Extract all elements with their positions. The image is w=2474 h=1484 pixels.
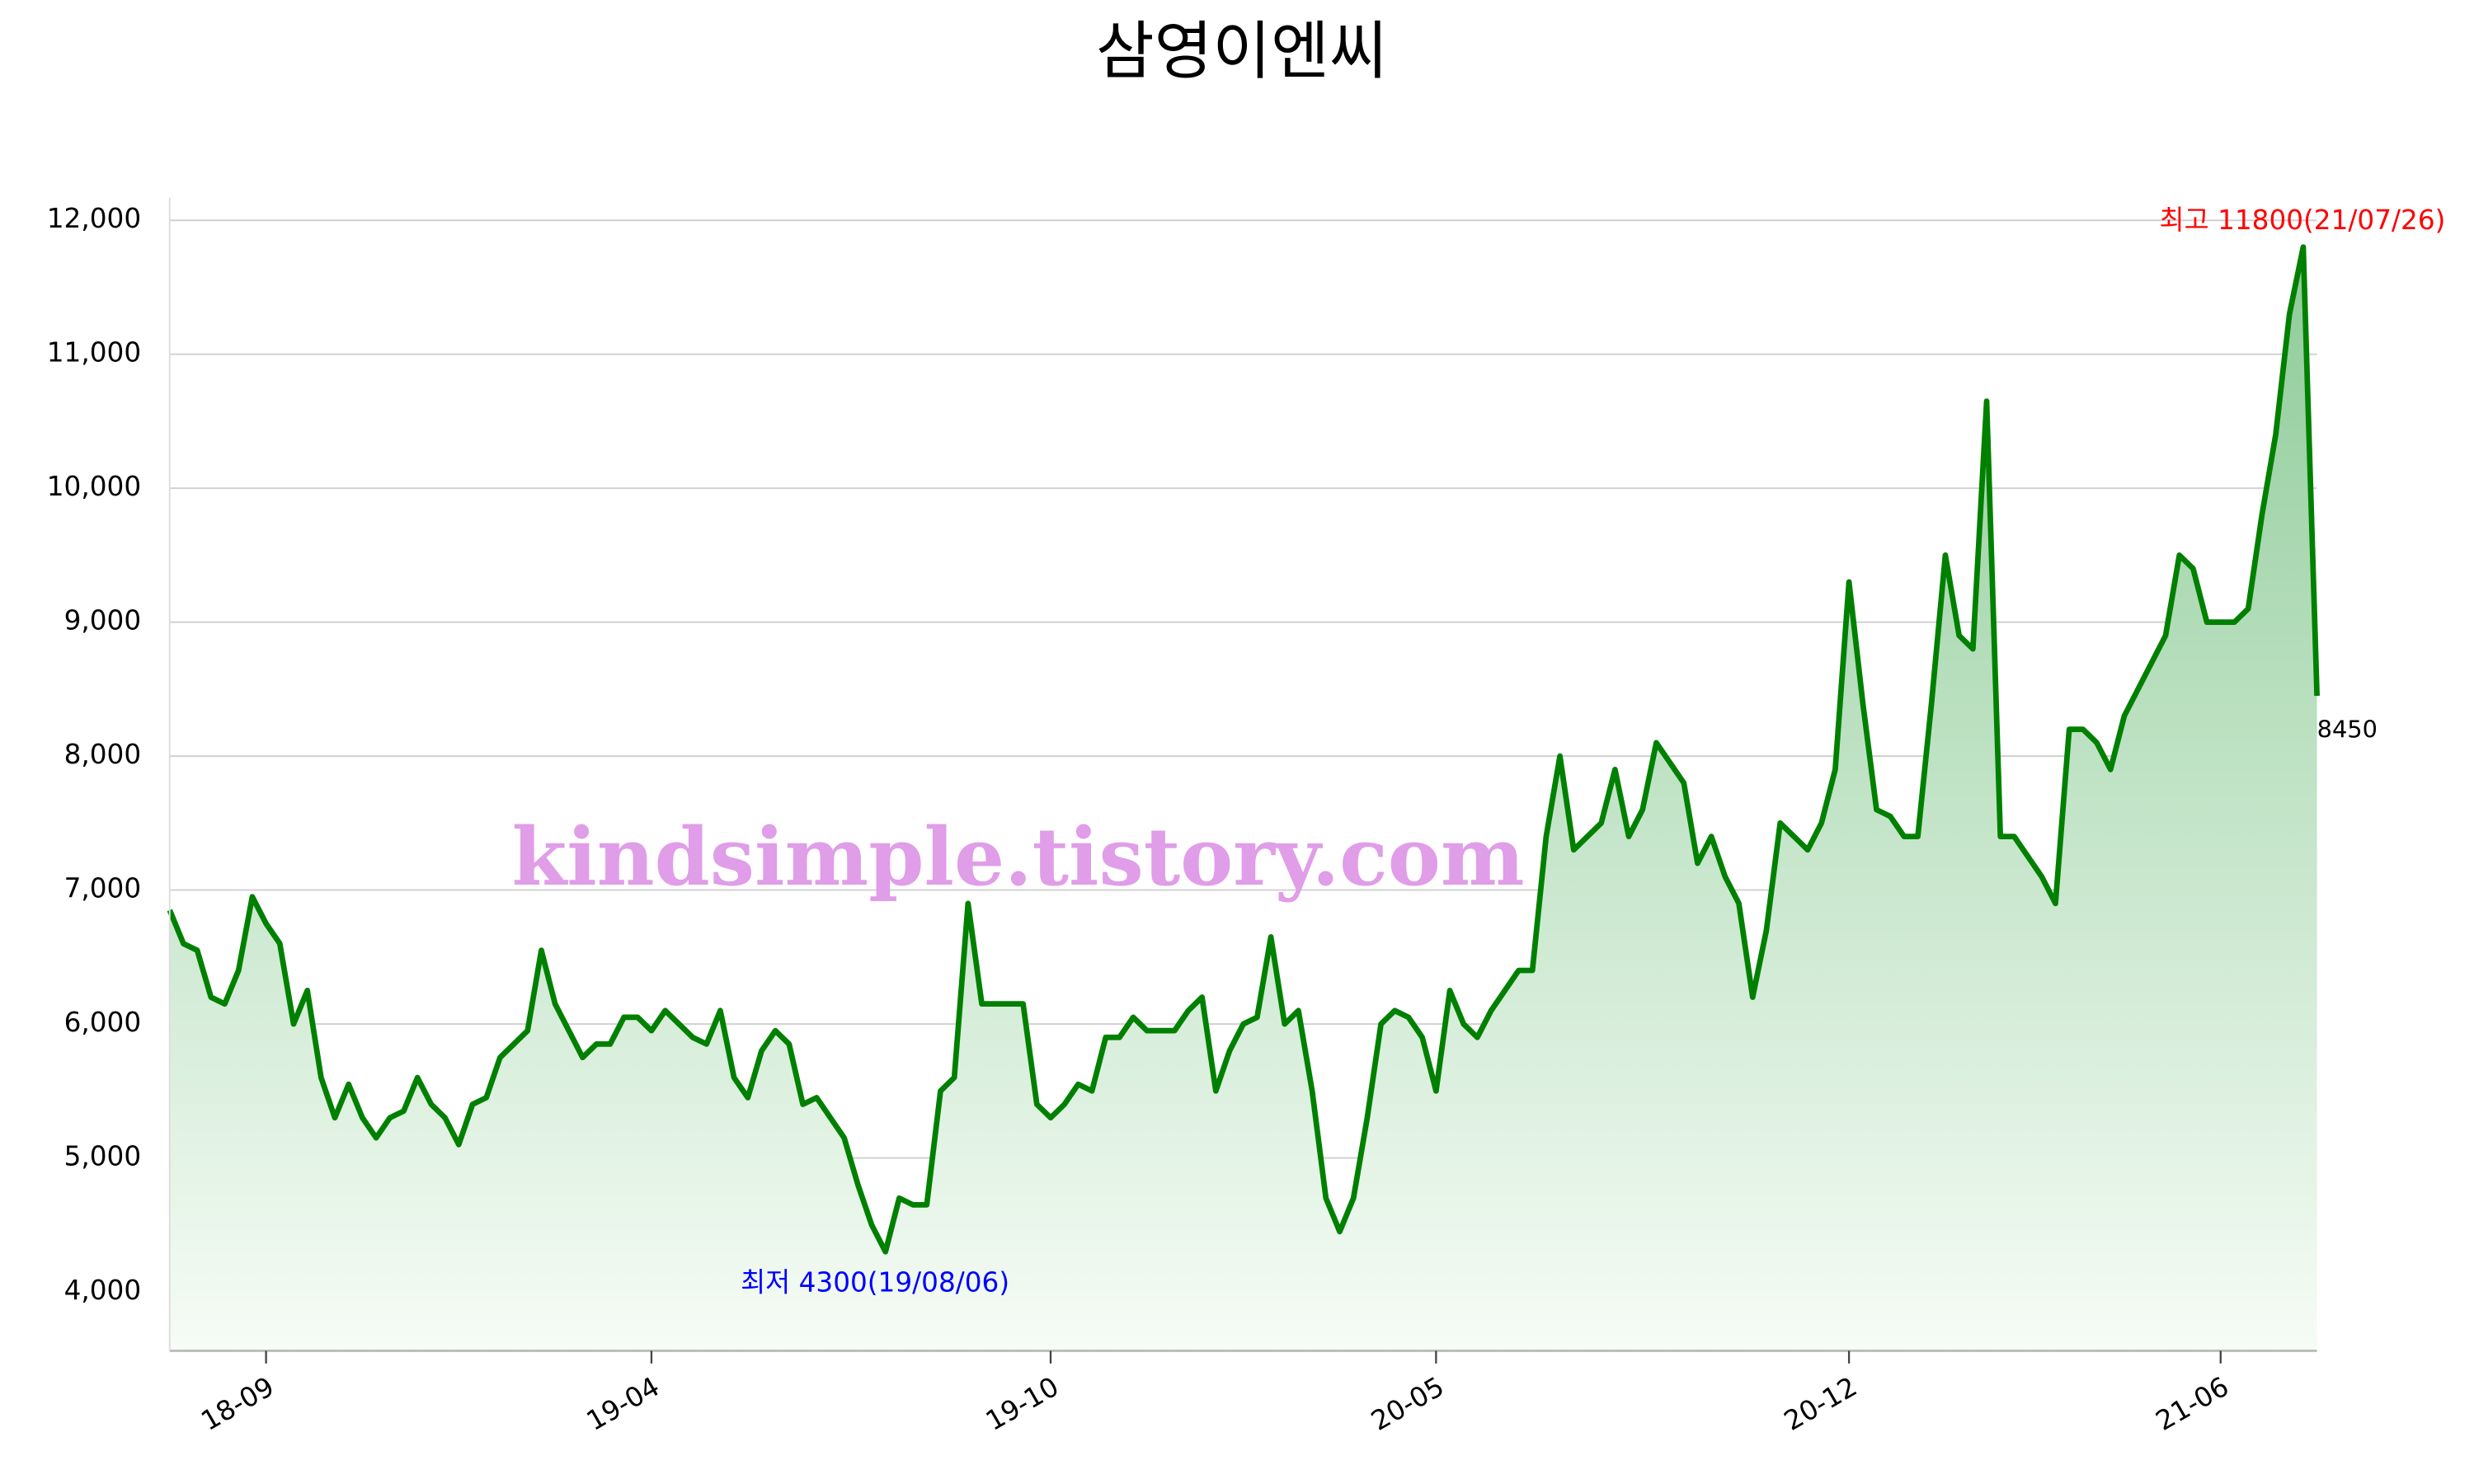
y-tick-label: 8,000 — [64, 739, 142, 770]
price-line — [167, 244, 2320, 1255]
y-tick-label: 9,000 — [64, 605, 142, 636]
x-tick-label: 19-10 — [981, 1371, 1064, 1437]
y-tick-label: 12,000 — [47, 203, 141, 234]
x-tick-label: 20-05 — [1366, 1371, 1449, 1437]
annotation: 8450 — [2317, 716, 2378, 744]
y-tick-label: 11,000 — [47, 337, 141, 369]
x-tick-label: 20-12 — [1779, 1371, 1862, 1437]
watermark: kindsimple.tistory.com — [512, 810, 1525, 904]
y-tick-label: 6,000 — [64, 1007, 142, 1038]
chart-title: 삼영이엔씨 — [1096, 15, 1388, 88]
y-tick-label: 5,000 — [64, 1141, 142, 1172]
x-tick-label: 21-06 — [2151, 1371, 2234, 1437]
y-tick-label: 4,000 — [64, 1275, 142, 1306]
x-tick-label: 18-09 — [196, 1371, 280, 1437]
x-tick-label: 19-04 — [581, 1371, 665, 1437]
y-tick-label: 7,000 — [64, 873, 142, 904]
area-fill — [169, 247, 2317, 1351]
y-tick-label: 10,000 — [47, 471, 141, 502]
annotation: 최고 11800(21/07/26) — [2160, 204, 2446, 236]
annotation: 최저 4300(19/08/06) — [741, 1267, 1009, 1298]
